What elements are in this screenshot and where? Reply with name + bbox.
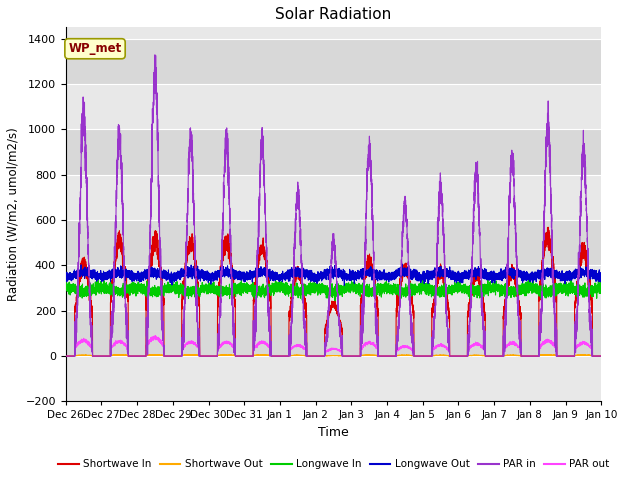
Bar xyxy=(66,220,602,265)
Bar xyxy=(66,311,602,356)
Bar xyxy=(66,265,602,311)
Bar xyxy=(66,84,602,129)
Bar xyxy=(66,129,602,175)
Title: Solar Radiation: Solar Radiation xyxy=(275,7,392,22)
X-axis label: Time: Time xyxy=(318,426,349,439)
Bar xyxy=(66,356,602,401)
Legend: Shortwave In, Shortwave Out, Longwave In, Longwave Out, PAR in, PAR out: Shortwave In, Shortwave Out, Longwave In… xyxy=(54,456,613,474)
Text: WP_met: WP_met xyxy=(68,42,122,55)
Bar xyxy=(66,175,602,220)
Bar xyxy=(66,38,602,84)
Y-axis label: Radiation (W/m2, umol/m2/s): Radiation (W/m2, umol/m2/s) xyxy=(7,128,20,301)
